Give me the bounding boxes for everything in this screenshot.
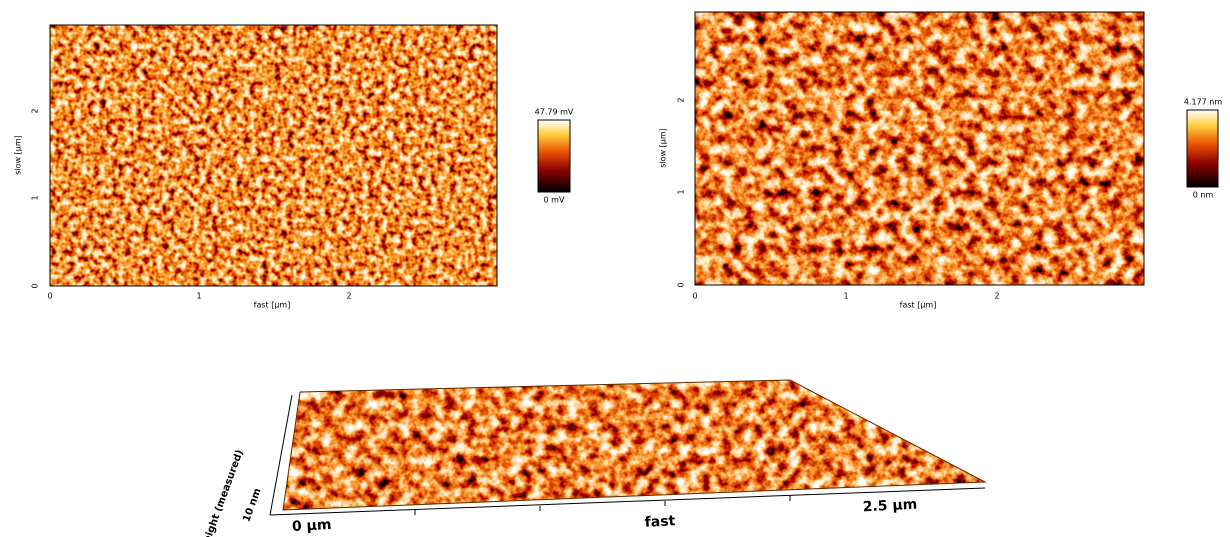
surface bbox=[283, 380, 985, 510]
y-tick-label: 1 bbox=[677, 189, 686, 194]
x-tick-label: 1 bbox=[196, 292, 201, 301]
y-tick-label: 2 bbox=[31, 108, 40, 113]
x-axis bbox=[269, 487, 986, 516]
z-scale-label: 10 nm bbox=[241, 487, 263, 524]
x-axis-label: fast [µm] bbox=[254, 301, 291, 310]
y-axis-label: slow [µm] bbox=[14, 135, 23, 175]
z-axis-label: Height (measured) bbox=[199, 448, 246, 537]
view-3d: 0 µm fast 2.5 µm 10 nm Height (measured) bbox=[199, 379, 987, 537]
x-tick-label: 2 bbox=[994, 292, 999, 301]
frame bbox=[49, 24, 498, 287]
panel-2: 0 1 2 slow [µm] 0 1 2 fast [µm] 4.177 nm… bbox=[659, 11, 1223, 310]
colorbar-min: 0 mV bbox=[544, 196, 565, 205]
x-tick-label: 2 bbox=[346, 292, 351, 301]
x-tick-label: 0 bbox=[692, 292, 697, 301]
x-start-label: 0 µm bbox=[292, 517, 332, 535]
colorbar-max: 47.79 mV bbox=[535, 108, 574, 117]
y-axis-label: slow [µm] bbox=[659, 128, 668, 168]
z-axis bbox=[269, 394, 293, 516]
y-tick-label: 0 bbox=[677, 282, 686, 287]
afm-image bbox=[695, 12, 1144, 285]
y-tick-label: 0 bbox=[31, 283, 40, 288]
frame bbox=[694, 11, 1145, 286]
colorbar bbox=[1186, 109, 1219, 188]
x-end-label: 2.5 µm bbox=[862, 497, 917, 516]
colorbar-min: 0 nm bbox=[1193, 191, 1214, 200]
colorbar bbox=[537, 119, 571, 193]
afm-image bbox=[50, 25, 497, 286]
panel-1: 0 1 2 slow [µm] 0 1 2 fast [µm] 47.79 mV… bbox=[14, 24, 574, 310]
y-tick-label: 2 bbox=[677, 97, 686, 102]
surface-edge bbox=[282, 379, 987, 511]
y-tick-label: 1 bbox=[31, 195, 40, 200]
x-tick-label: 1 bbox=[843, 292, 848, 301]
x-tick-label: 0 bbox=[47, 292, 52, 301]
colorbar-max: 4.177 nm bbox=[1184, 98, 1223, 107]
x-axis-label: fast bbox=[644, 513, 676, 531]
x-axis-label: fast [µm] bbox=[900, 301, 937, 310]
